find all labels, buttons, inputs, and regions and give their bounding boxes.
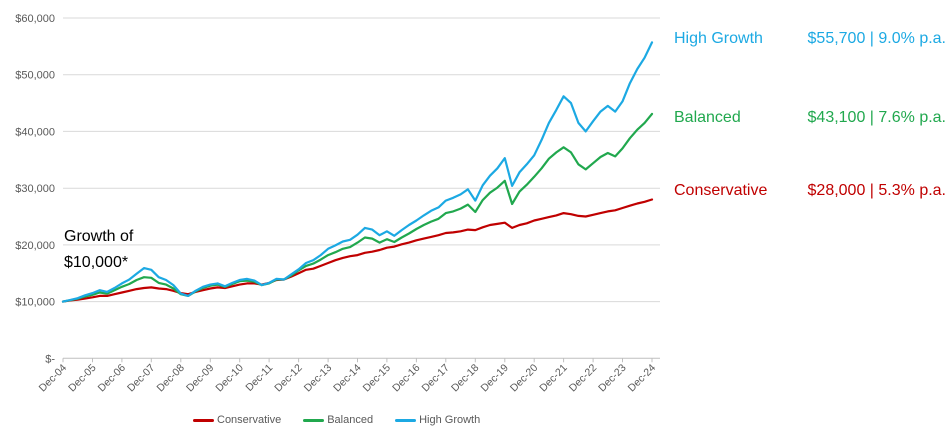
x-axis-label: Dec-05	[66, 362, 99, 395]
x-axis-label: Dec-19	[478, 362, 511, 395]
series-line-balanced	[61, 112, 654, 303]
x-axis-label: Dec-12	[272, 362, 305, 395]
legend-item-high-growth: High Growth	[395, 414, 480, 426]
y-axis-label: $50,000	[15, 70, 55, 82]
legend-label-conservative: Conservative	[217, 414, 282, 426]
legend-swatch-conservative	[193, 418, 214, 422]
legend: Conservative Balanced High Growth	[193, 414, 480, 426]
series-label-conservative: Conservative	[674, 182, 768, 199]
legend-label-balanced: Balanced	[327, 414, 374, 426]
x-axis-label: Dec-16	[390, 362, 423, 395]
series-value-high-growth: $55,700 | 9.0% p.a.	[807, 30, 946, 47]
y-axis-label: $30,000	[15, 183, 55, 195]
y-axis-label: $-	[45, 353, 55, 365]
callout-balanced: Balanced $43,100 | 7.6% p.a.	[674, 109, 946, 127]
x-axis-label: Dec-07	[125, 362, 158, 395]
x-axis-label: Dec-08	[154, 362, 187, 395]
x-axis-label: Dec-10	[213, 362, 246, 395]
series-value-conservative: $28,000 | 5.3% p.a.	[807, 182, 946, 199]
x-axis-label: Dec-24	[626, 362, 659, 395]
x-axis-label: Dec-11	[243, 362, 275, 394]
y-axis-label: $10,000	[15, 297, 55, 309]
x-axis-label: Dec-06	[96, 362, 129, 395]
x-axis-label: Dec-20	[508, 362, 541, 395]
x-axis-label: Dec-18	[449, 362, 482, 395]
callout-conservative: Conservative $28,000 | 5.3% p.a.	[674, 182, 946, 200]
legend-label-high-growth: High Growth	[419, 414, 481, 426]
x-axis-label: Dec-09	[184, 362, 217, 395]
x-axis-label: Dec-23	[596, 362, 629, 395]
y-axis-label: $40,000	[15, 126, 55, 138]
chart-title-line2: $10,000*	[64, 254, 129, 271]
callout-high-growth: High Growth $55,700 | 9.0% p.a.	[674, 30, 946, 48]
series-label-balanced: Balanced	[674, 109, 741, 126]
series-line-high-growth	[61, 41, 654, 303]
legend-swatch-high-growth	[395, 418, 417, 422]
chart-title: Growth of $10,000*	[64, 224, 133, 276]
legend-item-balanced: Balanced	[303, 414, 373, 426]
x-axis-label: Dec-13	[302, 362, 335, 395]
series-line-conservative	[61, 198, 654, 303]
series-value-balanced: $43,100 | 7.6% p.a.	[807, 109, 946, 126]
y-axis-label: $60,000	[15, 13, 55, 25]
x-axis-label: Dec-22	[567, 362, 600, 395]
legend-item-conservative: Conservative	[193, 414, 281, 426]
x-axis-label: Dec-04	[37, 362, 70, 395]
x-axis-label: Dec-15	[361, 362, 394, 395]
y-axis-label: $20,000	[15, 240, 55, 252]
chart-title-line1: Growth of	[64, 228, 134, 245]
series-label-high-growth: High Growth	[674, 30, 763, 47]
x-axis-label: Dec-17	[419, 362, 452, 395]
x-axis-label: Dec-14	[331, 362, 364, 395]
legend-swatch-balanced	[303, 418, 325, 422]
x-axis-label: Dec-21	[537, 362, 570, 395]
